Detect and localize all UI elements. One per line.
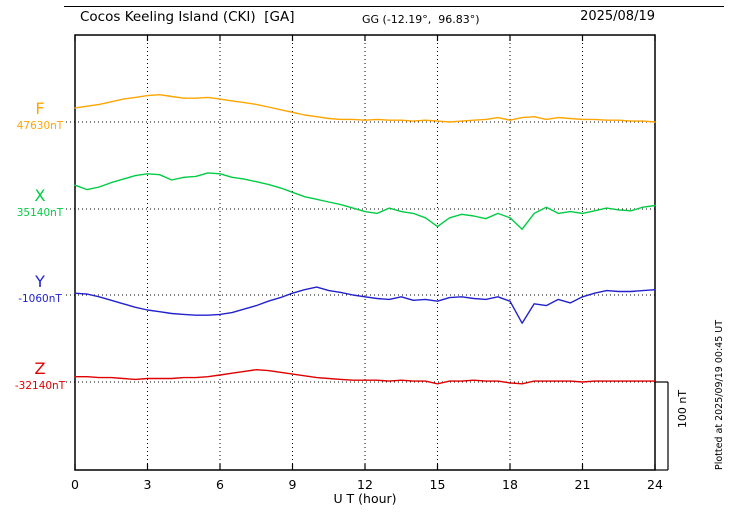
trace-Z — [74, 369, 656, 385]
geographic-coordinates: GG (-12.19°, 96.83°) — [362, 13, 480, 26]
series-letter-Y: Y — [35, 272, 45, 291]
series-letter-F: F — [35, 99, 45, 118]
baselines — [66, 121, 655, 383]
x-tick-label-21: 21 — [574, 477, 591, 492]
plot-frame — [74, 34, 656, 471]
plot-date: 2025/08/19 — [580, 9, 655, 24]
plotted-timestamp: Plotted at 2025/09/19 00:45 UT — [714, 319, 725, 470]
scale-bar-label: 100 nT — [676, 389, 689, 429]
series-label-Z: Z -32140nT — [10, 360, 70, 392]
x-tick-label-3: 3 — [143, 477, 152, 492]
page-title: Cocos Keeling Island (CKI) [GA] — [80, 9, 295, 25]
grid — [74, 35, 656, 470]
series-baseline-X: 35140nT — [16, 206, 64, 219]
x-tick-label-15: 15 — [429, 477, 446, 492]
series-label-X: X 35140nT — [10, 187, 70, 219]
series-baseline-F: 47630nT — [16, 119, 64, 132]
x-axis-label: U T (hour) — [333, 491, 397, 506]
trace-Y — [74, 286, 656, 324]
trace-X — [74, 172, 656, 230]
series-baseline-Y: -1060nT — [18, 292, 62, 305]
x-tick-label-24: 24 — [647, 477, 663, 492]
series-letter-X: X — [34, 186, 46, 205]
top-rule — [64, 6, 724, 7]
x-tick-label-18: 18 — [502, 477, 518, 492]
x-tick-label-0: 0 — [71, 477, 79, 492]
x-tick-label-12: 12 — [357, 477, 373, 492]
series-label-Y: Y -1060nT — [10, 273, 70, 305]
series-baseline-Z: -32140nT — [14, 379, 66, 392]
series-label-F: F 47630nT — [10, 100, 70, 132]
trace-F — [74, 93, 656, 123]
x-tick-label-9: 9 — [288, 477, 297, 492]
scale-bar — [655, 381, 669, 471]
series-letter-Z: Z — [34, 359, 46, 378]
x-tick-label-6: 6 — [216, 477, 224, 492]
